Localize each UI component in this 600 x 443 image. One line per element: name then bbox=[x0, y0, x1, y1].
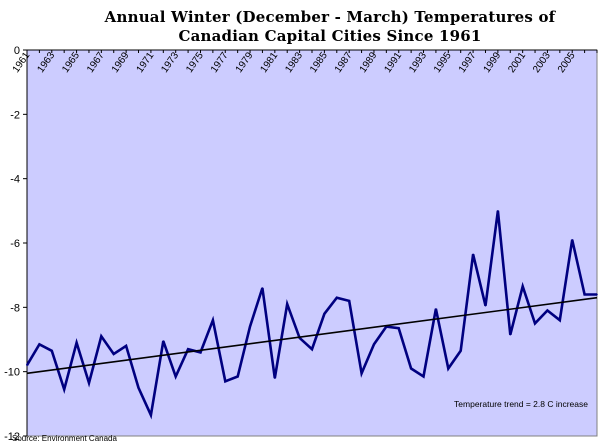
data-point bbox=[335, 296, 338, 299]
data-point bbox=[435, 308, 437, 310]
data-point bbox=[571, 238, 574, 241]
plot-area bbox=[26, 49, 598, 437]
y-tick-label: -12 bbox=[4, 431, 20, 443]
trendline bbox=[26, 296, 598, 375]
data-point bbox=[472, 253, 474, 256]
data-point bbox=[373, 343, 375, 346]
data-point bbox=[422, 375, 425, 378]
data-point bbox=[249, 325, 251, 328]
data-point bbox=[497, 210, 499, 212]
data-point bbox=[509, 333, 512, 336]
data-point bbox=[360, 372, 363, 375]
data-point bbox=[224, 380, 227, 383]
data-point bbox=[459, 349, 462, 352]
data-point bbox=[596, 293, 598, 296]
data-point bbox=[125, 345, 127, 347]
data-point bbox=[323, 312, 326, 315]
data-point bbox=[112, 353, 115, 355]
trend-annotation: Temperature trend = 2.8 C increase bbox=[454, 399, 588, 409]
data-point bbox=[261, 287, 264, 289]
data-point bbox=[75, 341, 78, 344]
chart-title-line-2: Canadian Capital Cities Since 1961 bbox=[178, 27, 482, 45]
y-axis: 0 -2 -4 -6 -8 -10 -12 bbox=[4, 45, 28, 443]
y-tick-label: -8 bbox=[10, 302, 20, 314]
data-point bbox=[174, 375, 177, 378]
data-point bbox=[546, 309, 549, 312]
y-tick-label: -2 bbox=[10, 109, 20, 121]
data-point bbox=[162, 340, 165, 342]
data-point bbox=[38, 343, 41, 346]
data-point bbox=[26, 364, 28, 367]
data-point bbox=[311, 348, 313, 350]
y-tick-label: 0 bbox=[14, 45, 20, 57]
source-note: Source: Environment Canada bbox=[12, 434, 118, 443]
data-point bbox=[212, 319, 214, 322]
data-point bbox=[348, 300, 350, 302]
data-point bbox=[88, 382, 90, 384]
data-point bbox=[187, 348, 189, 350]
data-point bbox=[50, 349, 53, 352]
data-point bbox=[534, 322, 536, 325]
data-point bbox=[150, 414, 152, 416]
data-point bbox=[274, 377, 276, 379]
data-point bbox=[63, 388, 65, 391]
data-point bbox=[583, 293, 586, 296]
data-point bbox=[410, 367, 412, 370]
y-tick-label: -4 bbox=[10, 174, 20, 186]
data-point bbox=[286, 303, 289, 305]
chart-title-line-1: Annual Winter (December - March) Tempera… bbox=[104, 8, 556, 26]
data-point bbox=[100, 335, 103, 338]
data-point bbox=[137, 386, 140, 389]
data-point bbox=[447, 367, 450, 370]
data-point bbox=[199, 351, 202, 354]
y-tick-label: -6 bbox=[10, 238, 20, 250]
y-tick-label: -10 bbox=[4, 367, 20, 379]
data-point bbox=[484, 304, 487, 307]
data-point bbox=[559, 319, 561, 322]
data-point bbox=[521, 285, 524, 288]
chart-title: Annual Winter (December - March) Tempera… bbox=[0, 8, 600, 46]
data-point bbox=[236, 375, 239, 378]
series-layer bbox=[25, 210, 598, 420]
data-point bbox=[397, 327, 400, 330]
